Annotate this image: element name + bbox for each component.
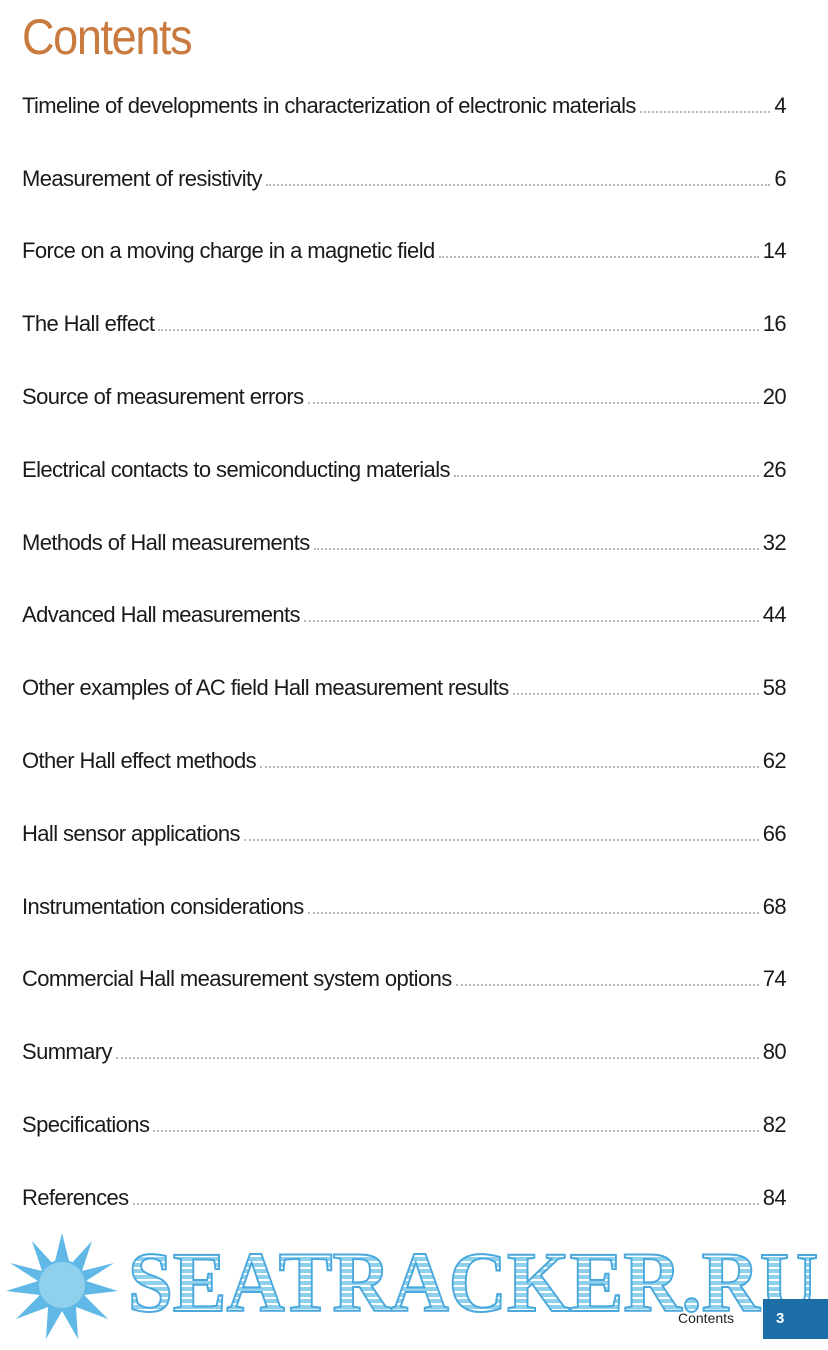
toc-entry: Commercial Hall measurement system optio… bbox=[22, 966, 787, 1039]
entry-title: Force on a moving charge in a magnetic f… bbox=[22, 238, 435, 264]
toc-entry: Methods of Hall measurements 32 bbox=[22, 529, 787, 602]
entry-title: Instrumentation considerations bbox=[22, 893, 304, 919]
dot-leader bbox=[158, 329, 759, 332]
entry-page: 20 bbox=[762, 383, 787, 409]
footer-section: Contents bbox=[678, 1310, 735, 1326]
watermark-text: SEATRACKER.RU bbox=[128, 1234, 818, 1330]
entry-page: 82 bbox=[762, 1111, 787, 1137]
entry-title: Methods of Hall measurements bbox=[22, 529, 310, 555]
toc-entry: Instrumentation considerations 68 bbox=[22, 893, 787, 966]
entry-page: 14 bbox=[762, 238, 787, 264]
toc-entry: Advanced Hall measurements 44 bbox=[22, 602, 787, 675]
dot-leader bbox=[115, 1057, 759, 1060]
dot-leader bbox=[132, 1202, 759, 1205]
entry-page: 32 bbox=[762, 529, 787, 555]
entry-page: 58 bbox=[762, 675, 787, 701]
toc: Timeline of developments in characteriza… bbox=[22, 92, 787, 1257]
entry-title: Electrical contacts to semiconducting ma… bbox=[22, 456, 450, 482]
entry-title: Hall sensor applications bbox=[22, 820, 241, 846]
entry-title: Advanced Hall measurements bbox=[22, 602, 300, 628]
dot-leader bbox=[303, 620, 759, 623]
dot-leader bbox=[453, 474, 759, 477]
entry-page: 84 bbox=[762, 1184, 787, 1210]
entry-title: Specifications bbox=[22, 1111, 150, 1137]
dot-leader bbox=[455, 984, 759, 987]
toc-entry: Electrical contacts to semiconducting ma… bbox=[22, 456, 787, 529]
toc-entry: The Hall effect 16 bbox=[22, 310, 787, 383]
entry-title: Source of measurement errors bbox=[22, 383, 304, 409]
page-number: 3 bbox=[763, 1299, 828, 1339]
entry-title: Measurement of resistivity bbox=[22, 165, 263, 191]
dot-leader bbox=[307, 401, 759, 404]
dot-leader bbox=[307, 911, 759, 914]
entry-page: 62 bbox=[762, 747, 787, 773]
entry-page: 80 bbox=[762, 1039, 787, 1065]
entry-page: 6 bbox=[774, 165, 786, 191]
entry-page: 68 bbox=[762, 893, 787, 919]
dot-leader bbox=[639, 110, 771, 113]
toc-entry: Measurement of resistivity 6 bbox=[22, 165, 787, 238]
sun-logo bbox=[6, 1233, 118, 1339]
page-title: Contents bbox=[22, 9, 193, 65]
dot-leader bbox=[313, 547, 759, 550]
entry-page: 26 bbox=[762, 456, 787, 482]
toc-entry: References 84 bbox=[22, 1184, 787, 1257]
entry-title: Other examples of AC field Hall measurem… bbox=[22, 675, 509, 701]
toc-entry: Force on a moving charge in a magnetic f… bbox=[22, 238, 787, 311]
entry-page: 4 bbox=[774, 92, 786, 118]
watermark: SEATRACKER.RU bbox=[6, 1233, 819, 1339]
entry-title: The Hall effect bbox=[22, 311, 155, 337]
entry-page: 44 bbox=[762, 602, 787, 628]
dot-leader bbox=[438, 256, 759, 259]
toc-entry: Other examples of AC field Hall measurem… bbox=[22, 674, 787, 747]
toc-entry: Specifications 82 bbox=[22, 1111, 787, 1184]
dot-leader bbox=[153, 1129, 759, 1132]
entry-page: 74 bbox=[762, 966, 787, 992]
toc-entry: Hall sensor applications 66 bbox=[22, 820, 787, 893]
toc-entry: Source of measurement errors 20 bbox=[22, 383, 787, 456]
dot-leader bbox=[512, 693, 759, 696]
entry-page: 16 bbox=[762, 311, 787, 337]
toc-entry: Other Hall effect methods 62 bbox=[22, 747, 787, 820]
toc-entry: Timeline of developments in characteriza… bbox=[22, 92, 787, 165]
entry-title: References bbox=[22, 1184, 129, 1210]
entry-page: 66 bbox=[762, 820, 787, 846]
dot-leader bbox=[243, 838, 759, 841]
entry-title: Other Hall effect methods bbox=[22, 747, 257, 773]
entry-title: Commercial Hall measurement system optio… bbox=[22, 966, 452, 992]
entry-title: Summary bbox=[22, 1039, 113, 1065]
entry-title: Timeline of developments in characteriza… bbox=[22, 92, 636, 118]
toc-entry: Summary 80 bbox=[22, 1038, 787, 1111]
dot-leader bbox=[260, 765, 759, 768]
dot-leader bbox=[265, 183, 771, 186]
